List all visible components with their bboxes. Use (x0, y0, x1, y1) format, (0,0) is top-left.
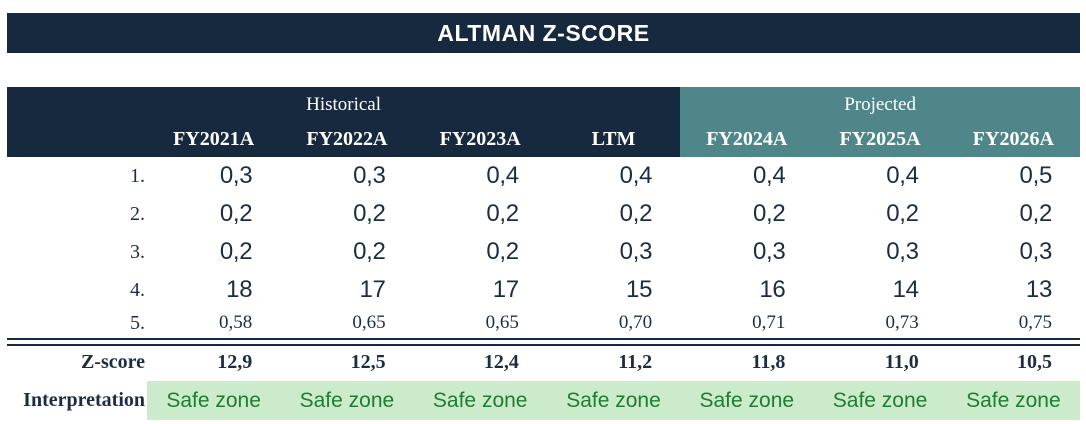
column-header-spacer (7, 122, 147, 157)
table-cell: 0,2 (1019, 200, 1053, 227)
interpretation-cell: Safe zone (413, 381, 547, 420)
interpretation-cell: Safe zone (813, 381, 947, 420)
table-cell: 18 (226, 276, 253, 303)
table-cell: 0,2 (219, 200, 253, 227)
table-cell: 17 (492, 276, 519, 303)
table-cell: 0,2 (619, 200, 653, 227)
row-label: 5. (130, 311, 145, 334)
table-cell: 13 (1025, 276, 1052, 303)
column-header-fy2024a: FY2024A (680, 122, 814, 157)
table-cell: 0,75 (1018, 312, 1052, 333)
zscore-label: Z-score (80, 351, 145, 373)
zscore-cell: 11,2 (618, 351, 653, 373)
page-title: ALTMAN Z-SCORE (437, 19, 650, 46)
interpretation-cell: Safe zone (546, 381, 681, 420)
row-label: 1. (130, 164, 145, 187)
table-cell: 0,65 (485, 312, 519, 333)
table-cell: 0,5 (1019, 162, 1053, 189)
row-label: 3. (130, 240, 145, 263)
interpretation-label: Interpretation (23, 389, 145, 411)
table-cell: 0,70 (618, 312, 653, 333)
group-header-historical: Historical (7, 87, 681, 122)
table-cell: 0,2 (353, 200, 386, 227)
column-header-fy2023a: FY2023A (413, 122, 547, 157)
table-cell: 0,3 (353, 162, 386, 189)
table-cell: 16 (759, 276, 786, 303)
column-header-ltm: LTM (546, 122, 681, 157)
column-header-fy2026a: FY2026A (946, 122, 1080, 157)
table-cell: 0,73 (885, 312, 919, 333)
table-column-header-row: FY2021A FY2022A FY2023A LTM FY2024A FY20… (7, 122, 1080, 157)
table-cell: 0,58 (219, 312, 253, 333)
table-cell: 0,2 (886, 200, 919, 227)
column-header-fy2021a: FY2021A (147, 122, 281, 157)
table-cell: 0,2 (486, 200, 519, 227)
table-cell: 0,2 (353, 238, 386, 265)
table-cell: 0,4 (619, 162, 653, 189)
group-header-projected: Projected (680, 87, 1080, 122)
table-cell: 0,4 (886, 162, 919, 189)
column-header-fy2022a: FY2022A (280, 122, 414, 157)
table-cell: 0,71 (752, 312, 786, 333)
zscore-cell: 12,4 (483, 351, 519, 373)
interpretation-cell: Safe zone (680, 381, 814, 420)
title-banner: ALTMAN Z-SCORE (7, 13, 1080, 53)
table-row-5: 5. 0,58 0,65 0,65 0,70 0,71 0,73 0,75 (7, 309, 1080, 337)
table-cell: 0,3 (752, 238, 786, 265)
zscore-cell: 12,9 (217, 351, 253, 373)
table-row-2: 2. 0,2 0,2 0,2 0,2 0,2 0,2 0,2 (7, 195, 1080, 233)
table-cell: 0,2 (752, 200, 786, 227)
double-rule-divider (7, 338, 1080, 346)
table-cell: 0,2 (486, 238, 519, 265)
zscore-cell: 10,5 (1017, 351, 1052, 373)
table-cell: 0,65 (352, 312, 386, 333)
column-header-fy2025a: FY2025A (813, 122, 947, 157)
table-row-1: 1. 0,3 0,3 0,4 0,4 0,4 0,4 0,5 (7, 157, 1080, 195)
table-cell: 0,4 (752, 162, 786, 189)
interpretation-cell: Safe zone (147, 381, 281, 420)
table-cell: 17 (359, 276, 386, 303)
table-row-3: 3. 0,2 0,2 0,2 0,3 0,3 0,3 0,3 (7, 233, 1080, 271)
table-cell: 0,3 (219, 162, 253, 189)
zscore-row: Z-score 12,9 12,5 12,4 11,2 11,8 11,0 10… (7, 346, 1080, 379)
zscore-cell: 12,5 (350, 351, 386, 373)
table-cell: 0,4 (486, 162, 519, 189)
zscore-table: Historical Projected FY2021A FY2022A FY2… (7, 87, 1080, 420)
interpretation-cell: Safe zone (946, 381, 1080, 420)
table-cell: 15 (626, 276, 653, 303)
row-label: 2. (130, 202, 145, 225)
table-group-header-row: Historical Projected (7, 87, 1080, 122)
interpretation-cell: Safe zone (280, 381, 414, 420)
row-label: 4. (130, 278, 145, 301)
table-cell: 0,2 (219, 238, 253, 265)
zscore-cell: 11,0 (884, 351, 919, 373)
table-cell: 0,3 (1019, 238, 1053, 265)
interpretation-row: Interpretation Safe zone Safe zone Safe … (7, 381, 1080, 420)
zscore-cell: 11,8 (751, 351, 786, 373)
table-cell: 14 (892, 276, 919, 303)
table-row-4: 4. 18 17 17 15 16 14 13 (7, 271, 1080, 309)
table-cell: 0,3 (619, 238, 653, 265)
table-cell: 0,3 (886, 238, 919, 265)
